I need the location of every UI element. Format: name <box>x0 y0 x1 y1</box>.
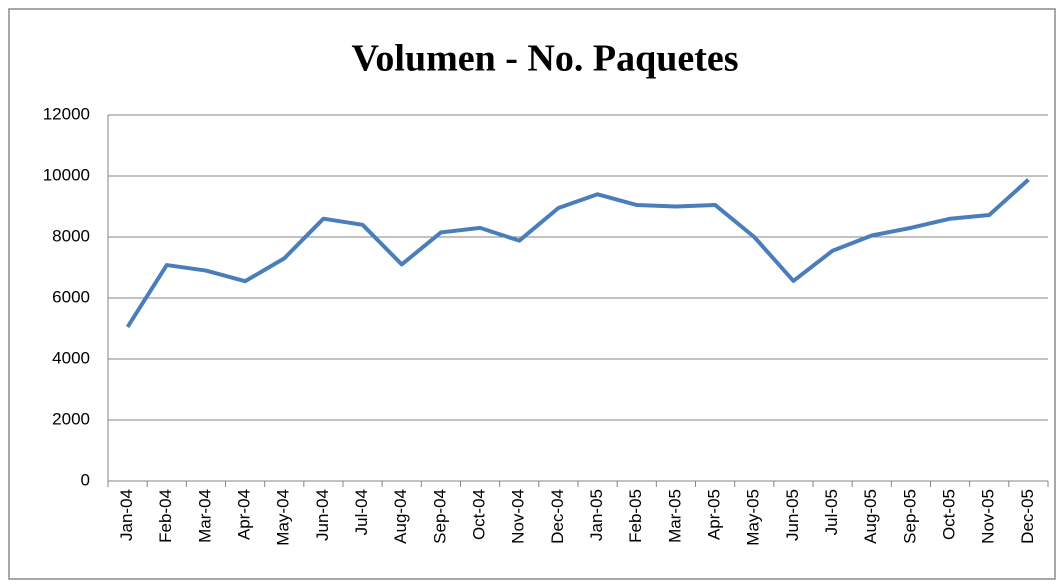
x-tick-label: Aug-05 <box>861 489 880 544</box>
x-tick-label: Sep-04 <box>430 489 449 544</box>
y-tick-label: 2000 <box>52 409 90 428</box>
x-tick-label: Apr-04 <box>235 489 254 540</box>
x-tick-label: May-04 <box>274 489 293 546</box>
x-tick-label: Jul-04 <box>352 489 371 535</box>
x-tick-label: Feb-05 <box>626 489 645 543</box>
y-tick-label: 6000 <box>52 287 90 306</box>
x-tick-label: May-05 <box>744 489 763 546</box>
y-tick-label: 0 <box>81 470 90 489</box>
x-tick-label: Nov-05 <box>979 489 998 544</box>
y-tick-label: 12000 <box>43 104 90 123</box>
x-tick-label: Oct-04 <box>470 489 489 540</box>
chart-border <box>8 8 1056 580</box>
x-tick-label: Apr-05 <box>705 489 724 540</box>
x-tick-label: Oct-05 <box>940 489 959 540</box>
y-tick-label: 4000 <box>52 348 90 367</box>
x-tick-label: Aug-04 <box>391 489 410 544</box>
x-tick-label: Sep-05 <box>900 489 919 544</box>
x-tick-label: Jun-04 <box>313 489 332 541</box>
x-tick-label: Jul-05 <box>822 489 841 535</box>
x-tick-label: Feb-04 <box>156 489 175 543</box>
x-tick-label: Jan-04 <box>117 489 136 541</box>
x-tick-label: Jan-05 <box>587 489 606 541</box>
x-tick-label: Nov-04 <box>509 489 528 544</box>
x-tick-label: Dec-05 <box>1018 489 1037 544</box>
x-tick-label: Jun-05 <box>783 489 802 541</box>
data-line <box>125 178 1030 329</box>
x-tick-label: Mar-04 <box>195 489 214 543</box>
y-tick-label: 10000 <box>43 165 90 184</box>
y-tick-label: 8000 <box>52 226 90 245</box>
x-tick-label: Mar-05 <box>665 489 684 543</box>
x-tick-label: Dec-04 <box>548 489 567 544</box>
chart-title: Volumen - No. Paquetes <box>351 38 738 80</box>
